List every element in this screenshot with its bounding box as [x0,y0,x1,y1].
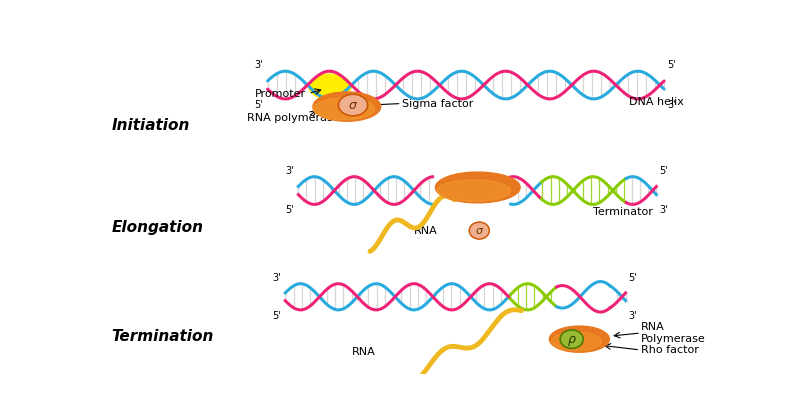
Ellipse shape [438,180,510,201]
Text: σ: σ [476,226,483,236]
Text: Rho factor: Rho factor [641,345,699,355]
Ellipse shape [550,326,610,352]
Text: Sigma factor: Sigma factor [402,99,474,108]
Text: σ: σ [349,99,357,112]
Text: 3': 3' [272,273,281,283]
Text: 5': 5' [272,311,281,320]
Text: 3': 3' [254,60,263,71]
Text: 3': 3' [667,100,676,110]
Text: RNA
Polymerase: RNA Polymerase [641,322,706,344]
Ellipse shape [435,172,520,203]
Text: ρ: ρ [568,333,576,346]
Text: RNA: RNA [414,226,438,236]
Text: 5': 5' [667,60,676,71]
Ellipse shape [309,74,351,99]
Ellipse shape [560,330,583,349]
Ellipse shape [470,222,490,239]
Text: RNA: RNA [352,347,376,357]
Text: 5': 5' [629,273,638,283]
Text: 3': 3' [285,166,294,176]
Ellipse shape [313,92,381,121]
Text: RNA polymerase: RNA polymerase [246,113,339,123]
Text: 5': 5' [659,166,668,176]
Ellipse shape [313,98,374,120]
Text: Promoter: Promoter [255,89,306,99]
Text: 5': 5' [285,205,294,215]
Text: 3': 3' [629,311,638,320]
Ellipse shape [338,94,368,116]
Text: 3': 3' [659,205,668,215]
Text: 5': 5' [254,100,263,110]
Text: Terminator: Terminator [594,207,653,217]
Text: Elongation: Elongation [111,220,203,235]
Text: DNA helix: DNA helix [630,97,684,107]
Ellipse shape [551,332,602,351]
Text: Termination: Termination [111,329,214,344]
Text: Initiation: Initiation [111,118,190,133]
